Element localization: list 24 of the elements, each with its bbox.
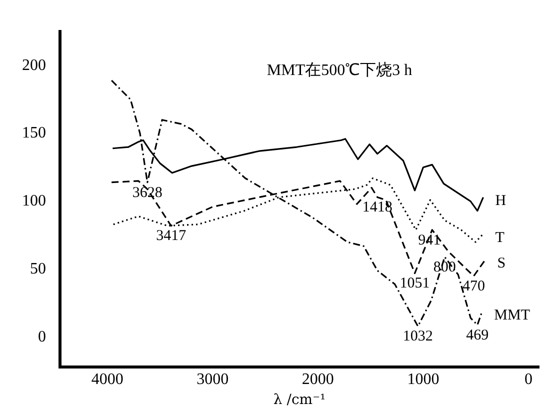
text: MMT在500℃下烧3 h bbox=[266, 60, 412, 79]
y-tick-label: 100 bbox=[22, 192, 46, 210]
line-series bbox=[110, 80, 483, 328]
x-axis-title: λ /cm⁻¹ bbox=[273, 392, 326, 408]
y-tick-label: 0 bbox=[38, 328, 46, 346]
series-label: T bbox=[495, 230, 504, 246]
series-label: S bbox=[497, 256, 506, 272]
series-label: MMT bbox=[494, 307, 530, 324]
x-tick-label: 1000 bbox=[407, 370, 440, 388]
annotation: 3628 bbox=[132, 184, 162, 201]
y-tick-label: 150 bbox=[22, 124, 46, 142]
y-tick-label: 200 bbox=[22, 56, 46, 74]
x-tick-label: 0 bbox=[524, 370, 532, 388]
annotation: 1418 bbox=[362, 200, 392, 216]
annotation: 470 bbox=[462, 278, 485, 294]
annotation: 1032 bbox=[402, 328, 433, 345]
series-label: H bbox=[495, 193, 506, 210]
y-tick-label: 50 bbox=[30, 260, 46, 278]
x-tick-label: 2000 bbox=[302, 370, 334, 388]
x-tick-label: 4000 bbox=[91, 370, 124, 388]
annotation: 469 bbox=[466, 327, 489, 344]
annotation: 3417 bbox=[156, 228, 187, 244]
x-tick-label: 3000 bbox=[196, 370, 229, 388]
annotation: 1051 bbox=[400, 276, 430, 292]
